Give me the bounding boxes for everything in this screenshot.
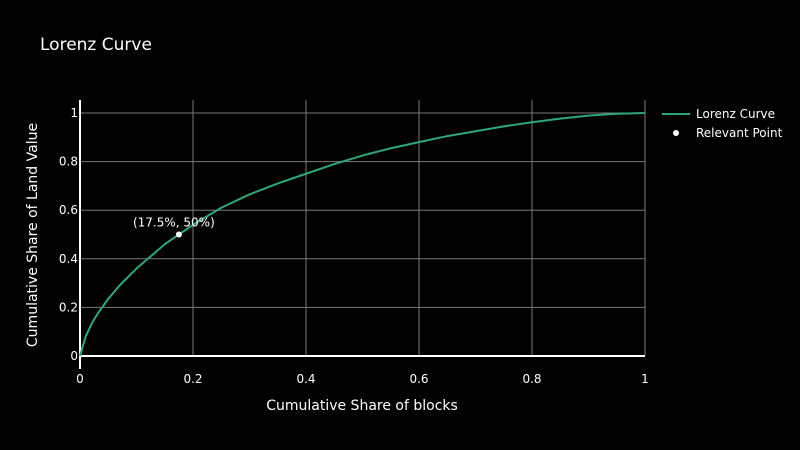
x-tick-label: 0.2 xyxy=(183,372,202,386)
legend-label-lorenz-curve: Lorenz Curve xyxy=(696,107,775,121)
x-tick-label: 0.8 xyxy=(522,372,541,386)
legend-point-swatch xyxy=(673,130,679,136)
series-layer xyxy=(79,112,646,357)
y-tick-label: 0.4 xyxy=(59,252,78,266)
x-tick-label: 1 xyxy=(641,372,649,386)
axes xyxy=(79,100,645,369)
x-axis-title: Cumulative Share of blocks xyxy=(266,398,458,414)
chart-title: Lorenz Curve xyxy=(40,35,152,55)
y-tick-label: 0.2 xyxy=(59,300,78,314)
x-tick-label: 0.4 xyxy=(296,372,315,386)
relevant-point-annotation: (17.5%, 50%) xyxy=(133,216,215,230)
lorenz-curve-line xyxy=(79,112,646,357)
y-tick-label: 1 xyxy=(70,106,78,120)
y-tick-label: 0.6 xyxy=(59,203,78,217)
tick-labels: 0 0.2 0.4 0.6 0.8 1 0 0.2 0.4 0.6 0.8 1 xyxy=(59,106,649,386)
y-tick-label: 0.8 xyxy=(59,155,78,169)
point-layer: (17.5%, 50%) xyxy=(133,216,215,238)
legend[interactable]: Lorenz Curve Relevant Point xyxy=(662,107,783,140)
x-tick-label: 0 xyxy=(76,372,84,386)
legend-label-relevant-point: Relevant Point xyxy=(696,126,783,140)
y-axis-title: Cumulative Share of Land Value xyxy=(25,123,41,347)
y-tick-label: 0 xyxy=(70,349,78,363)
x-tick-label: 0.6 xyxy=(409,372,428,386)
relevant-point-marker xyxy=(175,231,182,238)
